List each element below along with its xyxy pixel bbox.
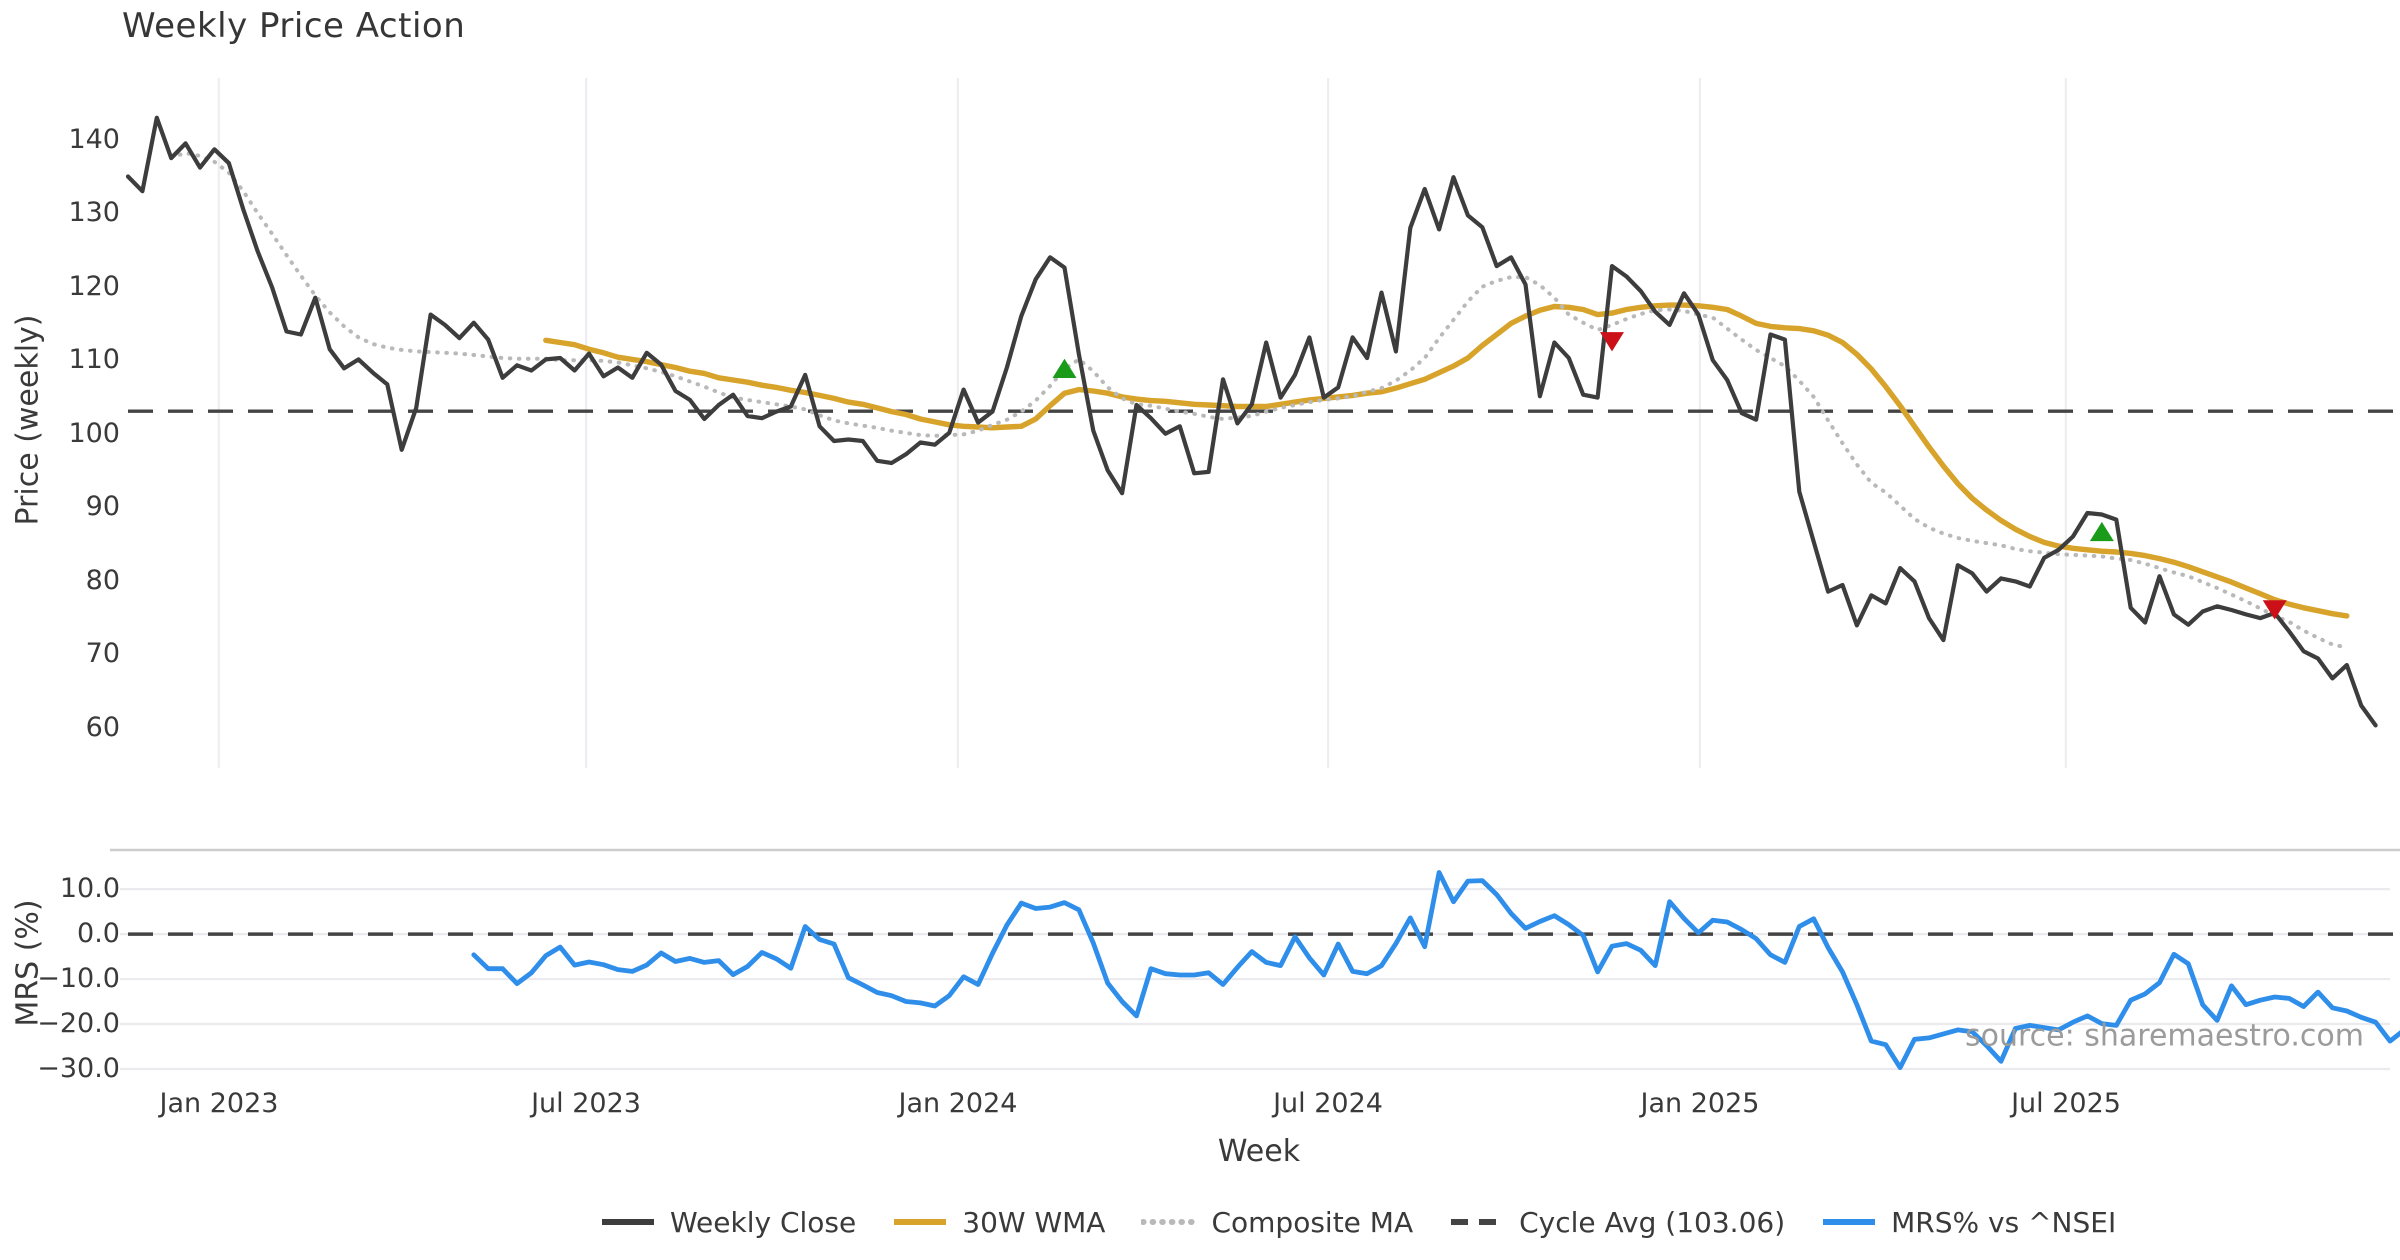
y-tick-label: 130 (68, 196, 120, 228)
chart-legend: Weekly Close 30W WMA Composite MA Cycle Avg… (600, 1200, 2116, 1244)
y-tick-label: −30.0 (37, 1052, 120, 1084)
x-tick-label: Jul 2025 (2011, 1088, 2121, 1119)
wma-30w-line (543, 302, 2350, 619)
x-tick-label: Jan 2023 (159, 1088, 279, 1119)
y-tick-label: 0.0 (77, 917, 120, 949)
legend-swatch-dotted-line (1141, 1219, 1198, 1225)
y-tick-label: 110 (68, 343, 120, 375)
y-tick-label: 90 (85, 490, 120, 522)
weekly-close-line (125, 115, 2378, 728)
legend-item: 30W WMA (892, 1206, 1105, 1239)
y-tick-label: 10.0 (59, 872, 120, 904)
sell-signal-marker (2262, 600, 2287, 620)
y-tick-label: 70 (85, 637, 120, 669)
legend-swatch-solid-line (894, 1219, 947, 1225)
buy-signal-marker (2089, 521, 2114, 542)
legend-item: MRS% vs ^NSEI (1821, 1206, 2116, 1239)
legend-item: Weekly Close (600, 1206, 856, 1239)
mrs-line (471, 870, 2400, 1070)
y-tick-label: 60 (85, 711, 120, 743)
sell-signal-marker (1599, 332, 1624, 352)
legend-swatch-solid-line (602, 1219, 654, 1225)
y-tick-label: 120 (68, 270, 120, 302)
legend-label: Composite MA (1211, 1205, 1414, 1239)
legend-item: Composite MA (1141, 1206, 1413, 1239)
legend-swatch-solid-line (1823, 1219, 1876, 1225)
composite-ma-line (169, 151, 2349, 650)
x-tick-label: Jan 2024 (898, 1088, 1018, 1119)
x-axis-title: Week (1217, 1134, 1301, 1169)
legend-label: MRS% vs ^NSEI (1891, 1205, 2117, 1239)
legend-label: Weekly Close (670, 1205, 857, 1239)
y-tick-label: −20.0 (37, 1007, 120, 1039)
y-tick-label: 100 (68, 417, 120, 449)
chart-title: Weekly Price Action (122, 6, 466, 46)
x-tick-label: Jul 2024 (1273, 1088, 1383, 1119)
legend-label: Cycle Avg (103.06) (1519, 1205, 1786, 1239)
buy-signal-marker (1052, 358, 1077, 378)
y-tick-label: 80 (85, 564, 120, 596)
y-tick-label: −10.0 (37, 962, 120, 994)
x-tick-label: Jan 2025 (1640, 1088, 1760, 1119)
source-attribution: source: sharemaestro.com (1965, 1018, 2364, 1054)
x-tick-label: Jul 2023 (531, 1088, 641, 1119)
legend-item: Cycle Avg (103.06) (1449, 1206, 1785, 1239)
legend-swatch-dashed-line (1451, 1219, 1504, 1225)
y-tick-label: 140 (68, 123, 120, 155)
legend-label: 30W WMA (962, 1205, 1106, 1239)
